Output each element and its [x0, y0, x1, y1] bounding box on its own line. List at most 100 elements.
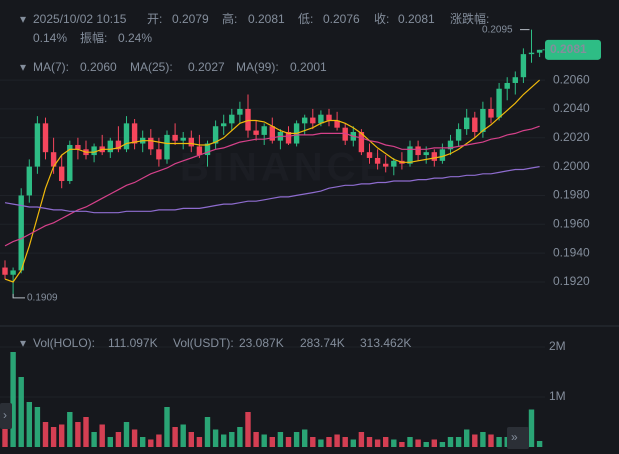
field-value: 0.2079	[172, 12, 209, 26]
candle-body	[10, 270, 16, 275]
scroll-left[interactable]	[0, 403, 12, 429]
volume-bar	[148, 439, 154, 447]
volume-bar	[75, 422, 81, 447]
volume-bar	[204, 417, 211, 447]
volume-bar	[131, 429, 138, 447]
y-tick-label: 0.1960	[553, 216, 590, 230]
ma-legend-value: 0.2027	[188, 60, 225, 74]
ma-line	[4, 125, 540, 247]
volume-legend-name: Vol(HOLO):	[33, 336, 95, 350]
volume-bar	[480, 432, 486, 447]
volume-bar	[447, 437, 454, 447]
volume-bar	[26, 402, 32, 447]
candle-body	[431, 152, 437, 161]
volume-bar	[115, 432, 122, 447]
volume-bar	[42, 422, 49, 447]
field-label: 开:	[147, 12, 162, 26]
volume-bar	[536, 441, 543, 447]
candle-body	[115, 140, 122, 150]
candle-body	[91, 146, 97, 156]
volume-bar	[310, 437, 316, 447]
candle-body	[180, 137, 186, 141]
y-tick-label: 0.2040	[553, 101, 590, 115]
candle-body	[172, 134, 178, 141]
candle-body	[480, 108, 486, 132]
candle-body	[50, 152, 57, 167]
candle-body	[131, 123, 138, 144]
candle-body	[123, 123, 130, 150]
candle-body	[196, 146, 203, 156]
y-tick-label: 0.2000	[553, 159, 590, 173]
low-label: 0.1909	[27, 292, 58, 303]
volume-bar	[212, 429, 219, 447]
candle-body	[366, 152, 373, 158]
y-tick-label: 0.2060	[553, 72, 590, 86]
candle-body	[391, 160, 397, 167]
candle-body	[504, 82, 510, 89]
candle-body	[334, 120, 340, 128]
last-price-box	[545, 39, 601, 60]
candle-body	[269, 126, 275, 141]
candle-body	[212, 126, 219, 144]
volume-bar	[423, 442, 429, 447]
volume-bar	[59, 424, 65, 447]
candle-body	[455, 129, 462, 141]
volume-bar	[366, 437, 373, 447]
volume-bar	[455, 437, 462, 447]
volume-bar	[464, 429, 470, 447]
volume-bar	[2, 417, 8, 447]
low-marker	[12, 293, 25, 299]
volume-bar	[123, 422, 130, 447]
y-tick-label: 2M	[549, 339, 566, 353]
candle-body	[75, 144, 81, 150]
volume-bar	[277, 432, 284, 447]
candle-body	[237, 108, 243, 115]
volume-bar	[399, 442, 405, 447]
y-tick-label: 0.1940	[553, 245, 590, 259]
volume-bar	[91, 432, 97, 447]
scroll-left-icon[interactable]: ›	[3, 408, 7, 422]
volume-bar	[293, 432, 300, 447]
volume-bar	[383, 437, 389, 447]
candle-body	[383, 163, 389, 167]
field-label: 涨跌幅:	[450, 11, 489, 26]
collapse-icon[interactable]: ▾	[20, 60, 26, 74]
volume-bar	[180, 424, 186, 447]
candle-body	[407, 146, 413, 164]
volume-bar	[350, 439, 356, 447]
volume-bar	[374, 439, 381, 447]
candle-body	[156, 149, 162, 160]
field-label: 高:	[222, 11, 237, 26]
last-price-label: 0.2081	[550, 42, 587, 56]
candle-body	[342, 127, 348, 141]
candle-body	[512, 77, 518, 83]
candle-body	[520, 54, 527, 78]
scroll-right-icon[interactable]: »	[511, 430, 518, 444]
volume-legend-value: 23.087K	[239, 336, 284, 350]
volume-bar	[358, 432, 365, 447]
candle-body	[26, 166, 32, 196]
scroll-right[interactable]	[507, 427, 529, 449]
collapse-icon[interactable]: ▾	[20, 336, 26, 350]
watermark: BINANCE	[180, 146, 390, 190]
time: 2025/10/02 10:15	[33, 12, 127, 26]
volume-bar	[188, 432, 194, 447]
candle-body	[358, 132, 365, 153]
field-label: 振幅:	[80, 30, 107, 45]
volume-bar	[245, 412, 251, 447]
volume-bar	[156, 434, 162, 447]
volume-bar	[164, 407, 170, 447]
volume-bar	[221, 434, 227, 447]
y-tick-label: 0.2020	[553, 130, 590, 144]
volume-legend-name: Vol(USDT):	[173, 336, 234, 350]
candle-body	[261, 126, 267, 135]
volume-bar	[472, 434, 478, 447]
collapse-icon[interactable]: ▾	[20, 12, 26, 26]
high-label: 0.2095	[482, 24, 513, 35]
field-value: 0.24%	[118, 31, 152, 45]
candle-body	[59, 166, 65, 182]
ma-legend-name: MA(7):	[33, 60, 69, 74]
candle-body	[229, 114, 235, 124]
